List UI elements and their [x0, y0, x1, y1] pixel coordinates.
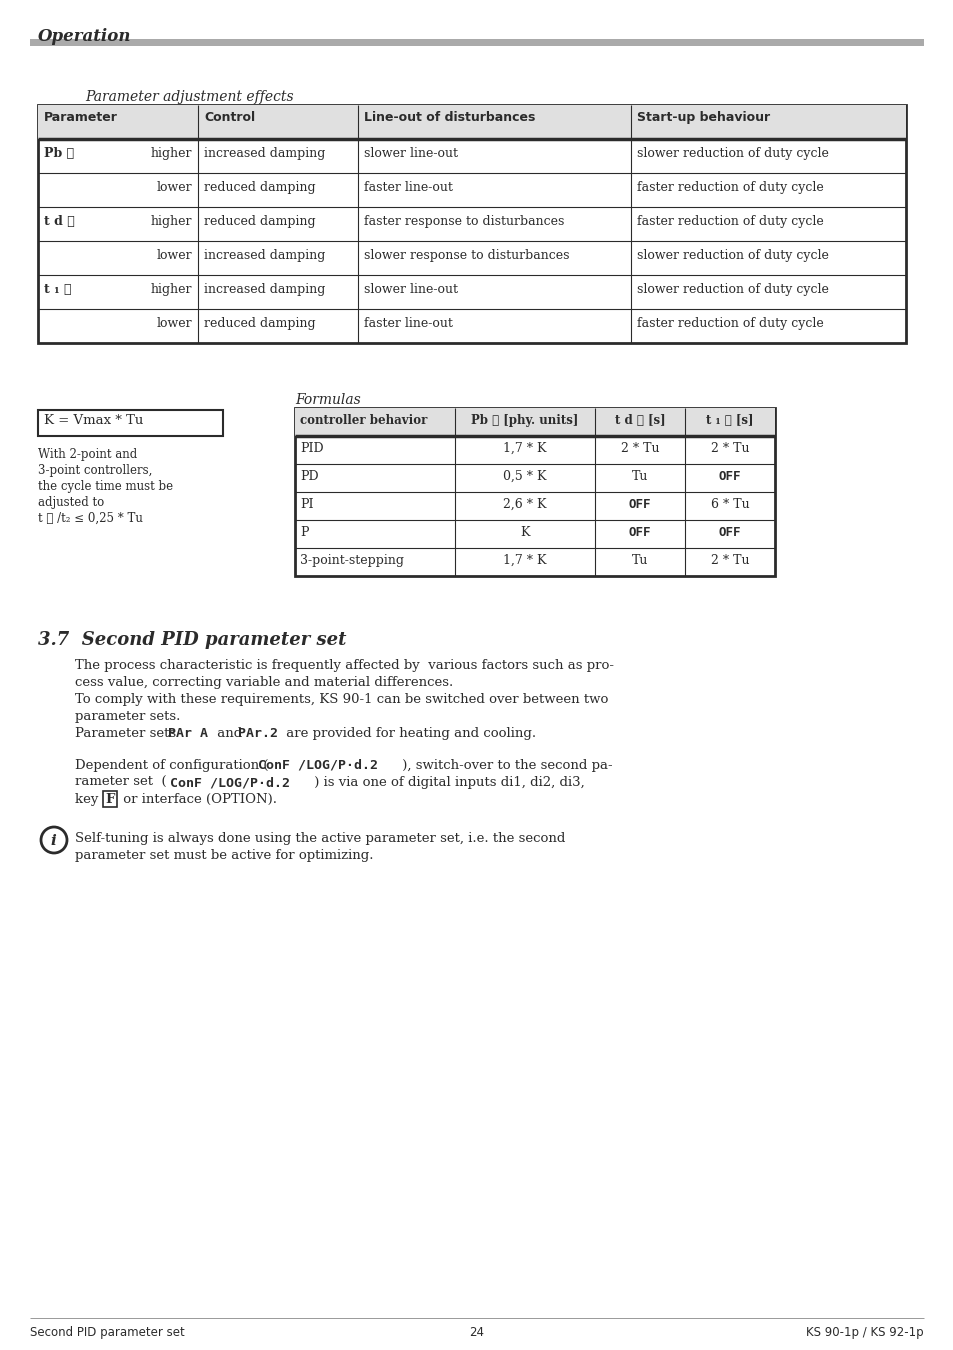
Text: Tu: Tu — [631, 554, 647, 567]
Text: Control: Control — [204, 111, 254, 124]
Text: slower response to disturbances: slower response to disturbances — [364, 248, 569, 262]
Text: F: F — [105, 792, 114, 806]
Text: increased damping: increased damping — [204, 147, 325, 161]
Text: P: P — [299, 526, 308, 539]
Text: OFF: OFF — [718, 470, 740, 483]
Text: lower: lower — [156, 181, 192, 194]
Text: increased damping: increased damping — [204, 248, 325, 262]
Text: To comply with these requirements, KS 90-1 can be switched over between two: To comply with these requirements, KS 90… — [75, 693, 608, 706]
Bar — [294, 408, 774, 436]
Bar — [38, 410, 223, 436]
Text: or interface (OPTION).: or interface (OPTION). — [119, 792, 276, 806]
Text: Operation: Operation — [38, 28, 132, 45]
Text: slower reduction of duty cycle: slower reduction of duty cycle — [637, 248, 828, 262]
Text: key: key — [75, 792, 103, 806]
Text: are provided for heating and cooling.: are provided for heating and cooling. — [282, 728, 536, 740]
Text: reduced damping: reduced damping — [204, 317, 315, 329]
Text: ), switch-over to the second pa-: ), switch-over to the second pa- — [397, 759, 612, 772]
Bar — [38, 105, 905, 139]
Text: controller behavior: controller behavior — [299, 414, 427, 427]
Text: lower: lower — [156, 248, 192, 262]
Text: 0,5 * K: 0,5 * K — [503, 470, 546, 483]
Text: t ℓ /t₂ ≤ 0,25 * Tu: t ℓ /t₂ ≤ 0,25 * Tu — [38, 512, 143, 525]
Text: 2 * Tu: 2 * Tu — [620, 441, 659, 455]
Text: 24: 24 — [469, 1326, 484, 1339]
Text: Line-out of disturbances: Line-out of disturbances — [364, 111, 535, 124]
Text: slower line-out: slower line-out — [364, 284, 457, 296]
Text: higher: higher — [151, 147, 192, 161]
Text: ConF /LOG/P·d.2: ConF /LOG/P·d.2 — [257, 759, 377, 772]
Text: t d ℓ [s]: t d ℓ [s] — [614, 414, 664, 427]
Text: 2 * Tu: 2 * Tu — [710, 441, 748, 455]
Text: t ₁ ℓ [s]: t ₁ ℓ [s] — [705, 414, 753, 427]
Text: OFF: OFF — [628, 526, 651, 539]
Text: ) is via one of digital inputs di1, di2, di3,: ) is via one of digital inputs di1, di2,… — [310, 776, 584, 788]
Text: slower line-out: slower line-out — [364, 147, 457, 161]
Bar — [103, 791, 117, 807]
Text: slower reduction of duty cycle: slower reduction of duty cycle — [637, 147, 828, 161]
Text: 2 * Tu: 2 * Tu — [710, 554, 748, 567]
Text: K = Vmax * Tu: K = Vmax * Tu — [44, 414, 143, 427]
Text: higher: higher — [151, 215, 192, 228]
Text: slower reduction of duty cycle: slower reduction of duty cycle — [637, 284, 828, 296]
Text: the cycle time must be: the cycle time must be — [38, 481, 172, 493]
Text: faster reduction of duty cycle: faster reduction of duty cycle — [637, 215, 822, 228]
Text: t ₁ ℓ: t ₁ ℓ — [44, 284, 71, 296]
Text: Parameter: Parameter — [44, 111, 118, 124]
Text: Pb ℓ [phy. units]: Pb ℓ [phy. units] — [471, 414, 578, 427]
Text: Parameter adjustment effects: Parameter adjustment effects — [85, 90, 294, 104]
Text: 3-point-stepping: 3-point-stepping — [299, 554, 403, 567]
Text: Parameter sets: Parameter sets — [75, 728, 180, 740]
Text: higher: higher — [151, 284, 192, 296]
Text: With 2-point and: With 2-point and — [38, 448, 137, 460]
Text: PID: PID — [299, 441, 323, 455]
Text: reduced damping: reduced damping — [204, 181, 315, 194]
Text: adjusted to: adjusted to — [38, 495, 104, 509]
Text: faster line-out: faster line-out — [364, 317, 453, 329]
Text: faster line-out: faster line-out — [364, 181, 453, 194]
Text: lower: lower — [156, 317, 192, 329]
Text: 3-point controllers,: 3-point controllers, — [38, 464, 152, 477]
Text: rameter set  (: rameter set ( — [75, 776, 171, 788]
Text: t d ℓ: t d ℓ — [44, 215, 74, 228]
Text: increased damping: increased damping — [204, 284, 325, 296]
Text: 1,7 * K: 1,7 * K — [503, 554, 546, 567]
Text: ConF /LOG/P·d.2: ConF /LOG/P·d.2 — [170, 776, 290, 788]
Text: reduced damping: reduced damping — [204, 215, 315, 228]
Text: K: K — [519, 526, 529, 539]
Text: faster reduction of duty cycle: faster reduction of duty cycle — [637, 181, 822, 194]
Text: Pb ℓ: Pb ℓ — [44, 147, 74, 161]
Text: i: i — [50, 834, 55, 848]
Text: faster reduction of duty cycle: faster reduction of duty cycle — [637, 317, 822, 329]
Bar — [294, 408, 774, 576]
Text: 2,6 * K: 2,6 * K — [503, 498, 546, 512]
Text: PAr.2: PAr.2 — [237, 728, 277, 740]
Bar — [30, 39, 923, 46]
Text: 3.7  Second PID parameter set: 3.7 Second PID parameter set — [38, 630, 346, 649]
Text: parameter sets.: parameter sets. — [75, 710, 180, 724]
Text: OFF: OFF — [628, 498, 651, 512]
Text: The process characteristic is frequently affected by  various factors such as pr: The process characteristic is frequently… — [75, 659, 614, 672]
Text: Dependent of configuration (: Dependent of configuration ( — [75, 759, 273, 772]
Text: parameter set must be active for optimizing.: parameter set must be active for optimiz… — [75, 849, 374, 863]
Text: Self-tuning is always done using the active parameter set, i.e. the second: Self-tuning is always done using the act… — [75, 832, 565, 845]
Text: OFF: OFF — [718, 526, 740, 539]
Text: cess value, correcting variable and material differences.: cess value, correcting variable and mate… — [75, 676, 453, 688]
Text: KS 90-1p / KS 92-1p: KS 90-1p / KS 92-1p — [805, 1326, 923, 1339]
Text: PI: PI — [299, 498, 314, 512]
Bar — [38, 105, 905, 343]
Text: PD: PD — [299, 470, 318, 483]
Text: 6 * Tu: 6 * Tu — [710, 498, 748, 512]
Text: Second PID parameter set: Second PID parameter set — [30, 1326, 185, 1339]
Text: Start-up behaviour: Start-up behaviour — [637, 111, 769, 124]
Text: faster response to disturbances: faster response to disturbances — [364, 215, 564, 228]
Text: Formulas: Formulas — [294, 393, 360, 406]
Text: PAr A: PAr A — [168, 728, 208, 740]
Text: Tu: Tu — [631, 470, 647, 483]
Text: and: and — [213, 728, 246, 740]
Text: 1,7 * K: 1,7 * K — [503, 441, 546, 455]
